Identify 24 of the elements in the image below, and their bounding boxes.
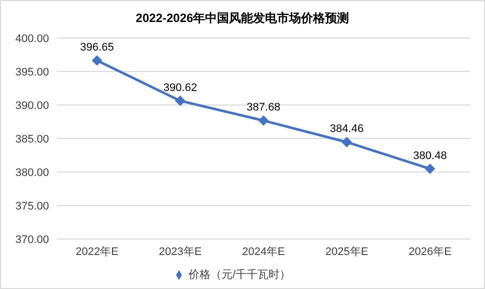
y-tick-label: 390.00 (15, 100, 49, 112)
data-label: 387.68 (246, 102, 280, 114)
x-tick-label: 2026年E (408, 246, 452, 258)
data-label: 396.65 (80, 41, 114, 54)
point (258, 116, 268, 126)
x-tick-label: 2022年E (76, 246, 118, 258)
data-label: 390.62 (163, 82, 198, 94)
legend-label: 价格（元/千千瓦时） (188, 269, 291, 281)
point (92, 55, 102, 66)
y-tick-label: 380.00 (15, 166, 49, 179)
y-tick-label: 385.00 (15, 133, 49, 146)
data-label: 384.46 (330, 123, 364, 136)
x-tick-label: 2023年E (158, 246, 202, 258)
point (342, 137, 352, 148)
y-tick-label: 375.00 (15, 200, 49, 212)
x-tick-label: 2025年E (325, 246, 368, 258)
data-label: 380.48 (413, 150, 447, 162)
y-tick-label: 395.00 (15, 66, 49, 78)
point (425, 164, 435, 174)
y-tick-label: 370.00 (15, 234, 49, 246)
point (175, 96, 186, 106)
chart-title: 2022-2026年中国风能发电市场价格预测 (134, 10, 350, 27)
y-tick-label: 400.00 (15, 32, 49, 45)
x-tick-label: 2024年E (242, 246, 285, 258)
